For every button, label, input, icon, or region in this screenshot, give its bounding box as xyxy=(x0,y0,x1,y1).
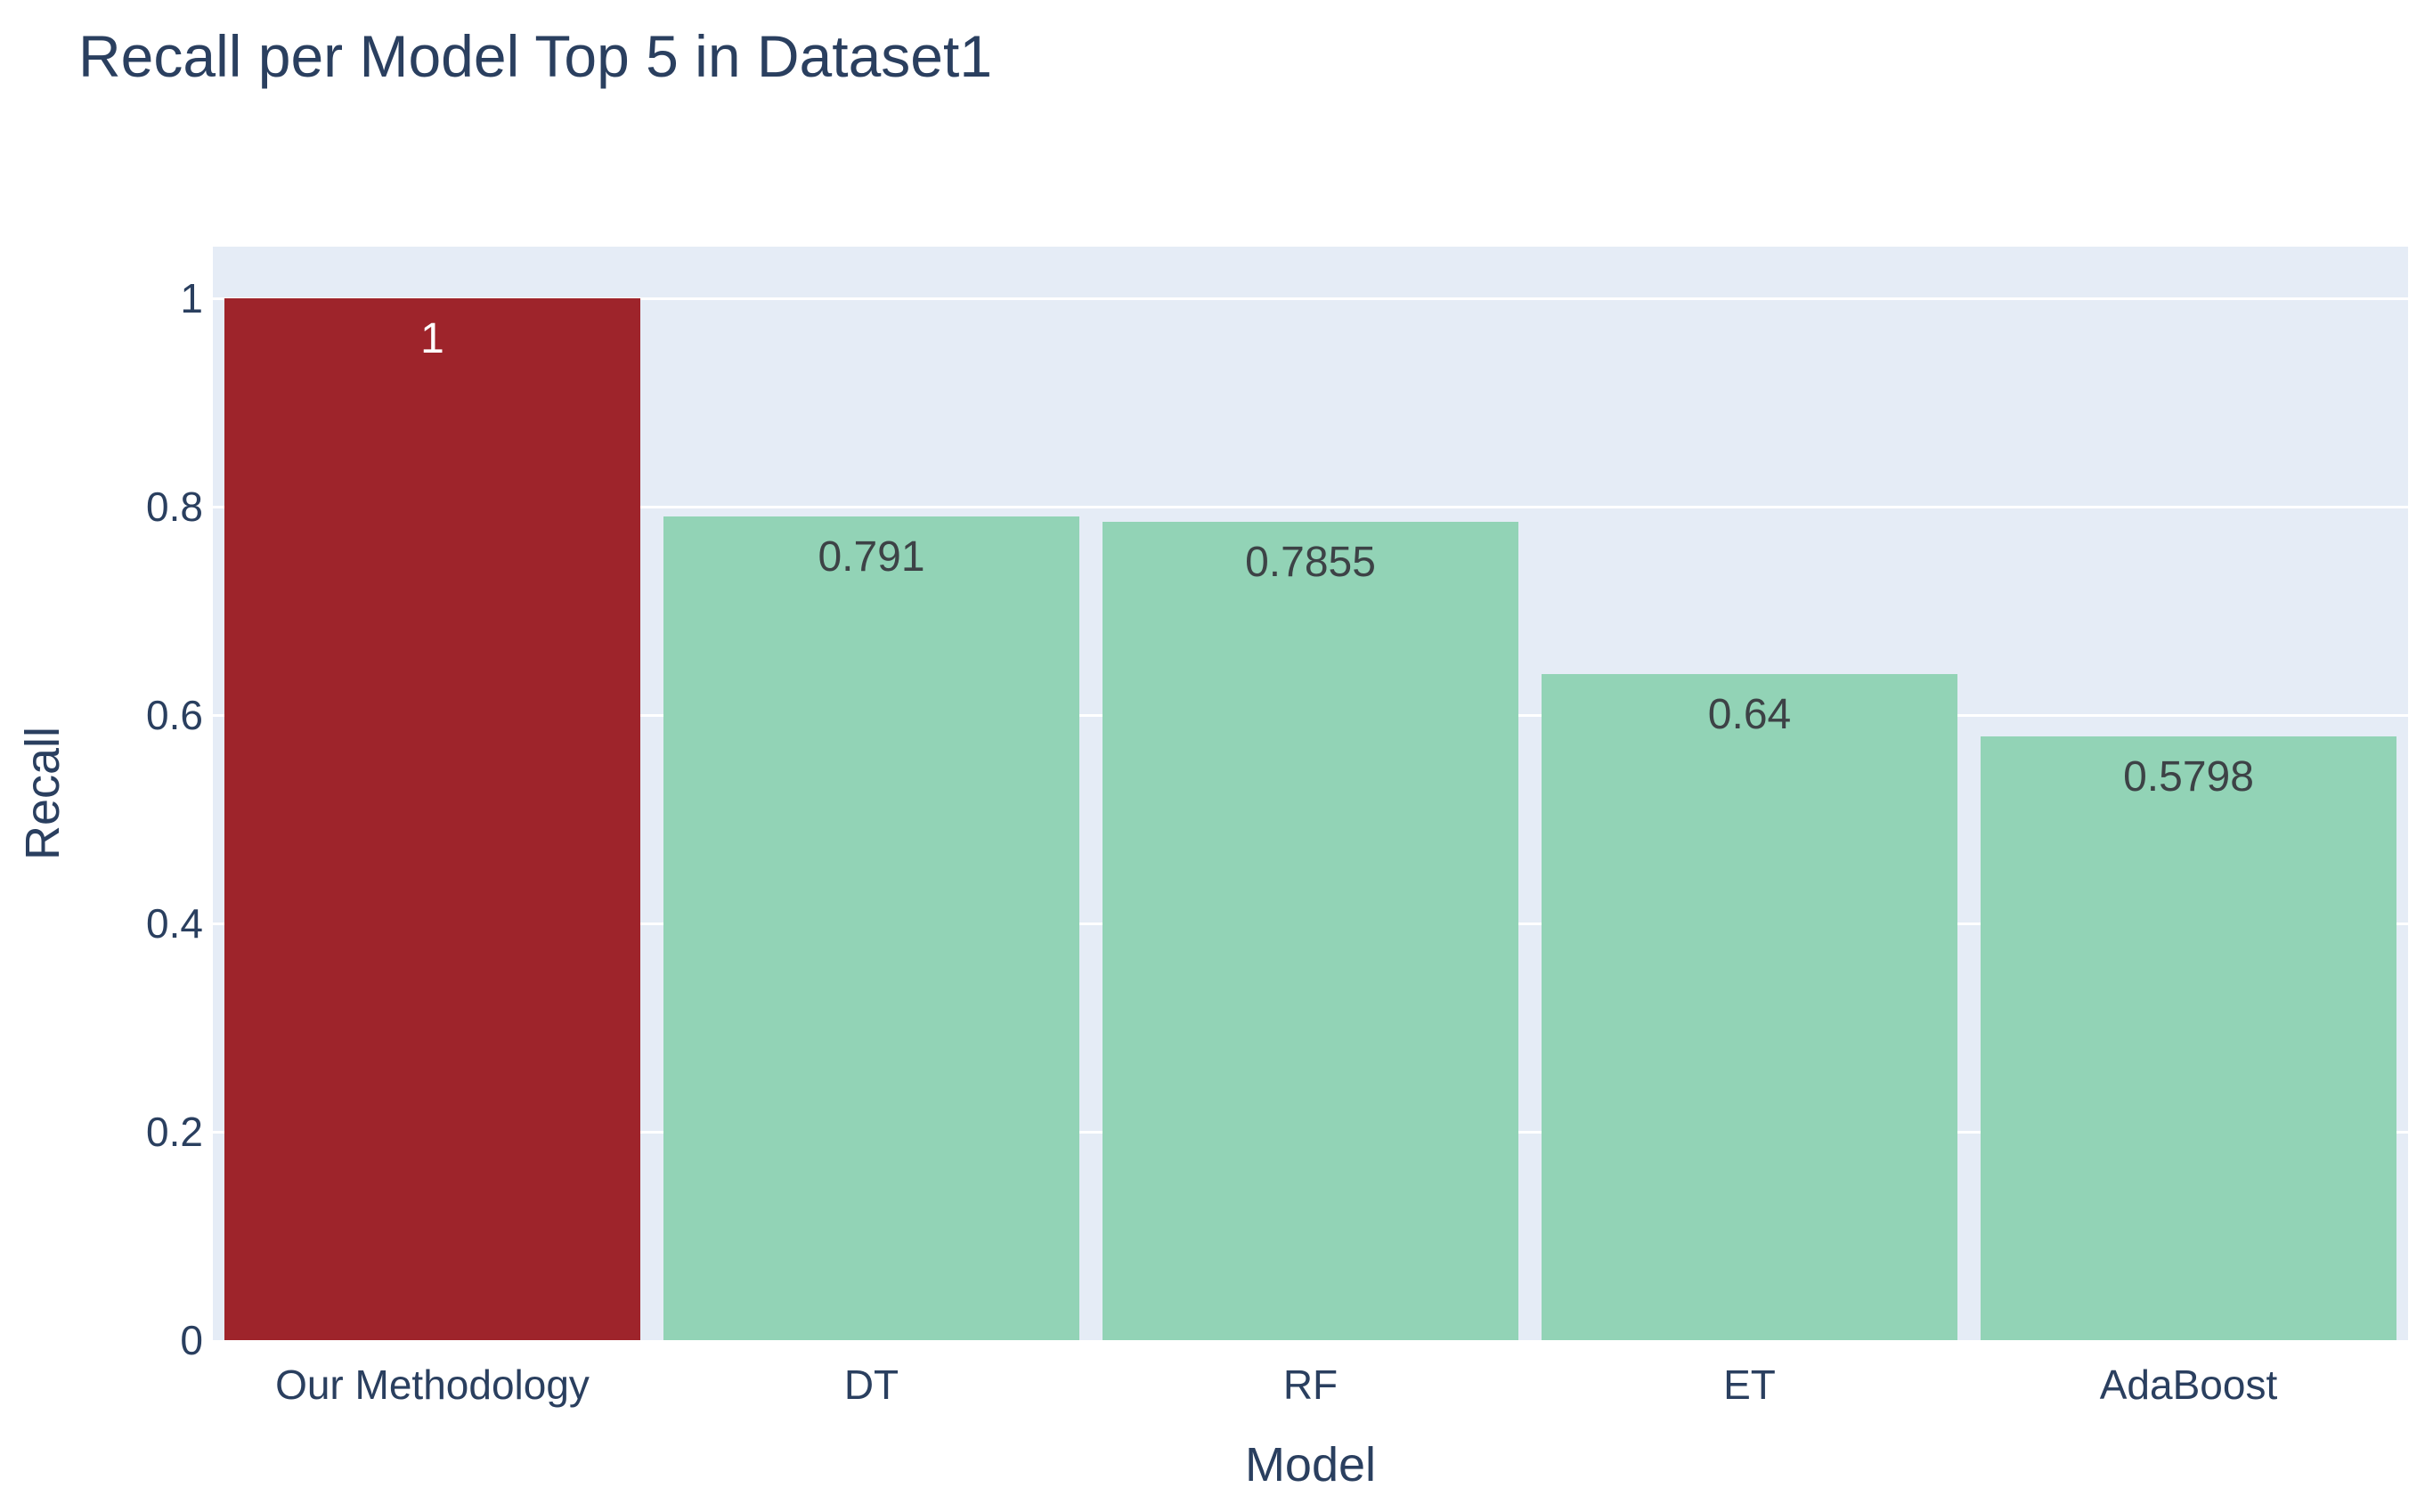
y-tick-label-0.4: 0.4 xyxy=(146,900,203,947)
bar-rf: 0.7855 xyxy=(1103,522,1518,1340)
y-tick-label-0: 0 xyxy=(180,1317,203,1363)
x-tick-label-et: ET xyxy=(1723,1362,1776,1408)
y-axis-title: Recall xyxy=(16,726,69,861)
y-tick-label-1: 1 xyxy=(180,275,203,322)
x-tick-label-rf: RF xyxy=(1282,1362,1339,1408)
bar-value-label: 0.791 xyxy=(818,532,925,581)
y-tick-label-0.6: 0.6 xyxy=(146,692,203,739)
x-axis-title: Model xyxy=(1244,1438,1377,1492)
bar-value-label: 0.5798 xyxy=(2123,752,2254,801)
bar-value-label: 0.64 xyxy=(1707,690,1792,738)
y-tick-label-0.2: 0.2 xyxy=(146,1109,203,1156)
x-tick-label-our-methodology: Our Methodology xyxy=(275,1362,590,1408)
x-tick-label-dt: DT xyxy=(843,1362,899,1408)
plot-area: 1 0.791 0.7855 0.64 0.5798 xyxy=(213,247,2408,1340)
bar-adaboost: 0.5798 xyxy=(1981,736,2396,1340)
gridline-y-0.8 xyxy=(213,505,2408,508)
bar-value-label: 1 xyxy=(420,315,444,363)
chart-title: Recall per Model Top 5 in Dataset1 xyxy=(78,23,993,89)
gridline-y-1 xyxy=(213,297,2408,300)
y-tick-label-0.8: 0.8 xyxy=(146,484,203,531)
bar-our-methodology: 1 xyxy=(224,298,640,1340)
x-tick-label-adaboost: AdaBoost xyxy=(2099,1362,2278,1408)
bar-et: 0.64 xyxy=(1542,673,1957,1340)
bar-dt: 0.791 xyxy=(663,516,1079,1340)
bar-value-label: 0.7855 xyxy=(1245,539,1376,587)
